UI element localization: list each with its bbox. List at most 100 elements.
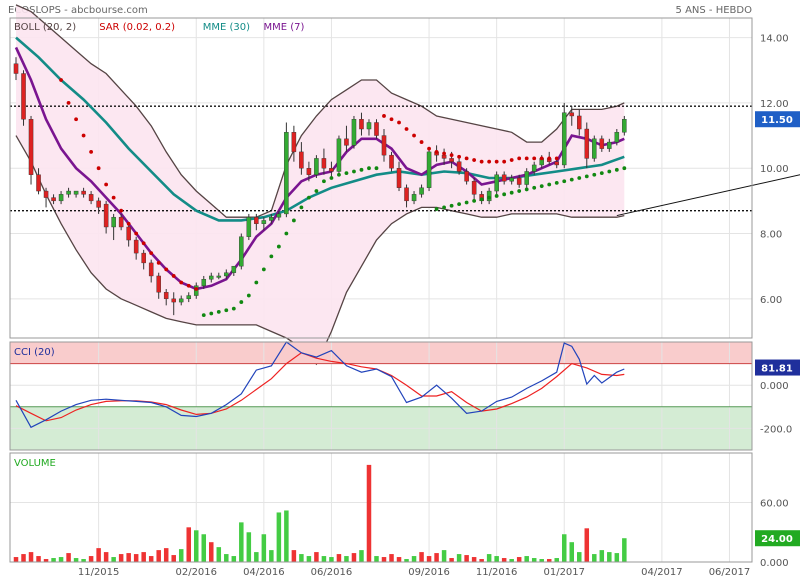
candle-6[interactable] — [58, 194, 64, 202]
volume-bar-81[interactable] — [622, 538, 627, 562]
candle-61[interactable] — [471, 181, 477, 195]
candle-12[interactable] — [103, 203, 109, 228]
candle-58[interactable] — [449, 158, 454, 162]
volume-bar-23[interactable] — [186, 527, 191, 562]
candle-59[interactable] — [456, 161, 462, 172]
volume-bar-7[interactable] — [66, 553, 71, 562]
volume-bar-46[interactable] — [359, 550, 364, 562]
volume-bar-12[interactable] — [103, 552, 109, 562]
volume-bar-65[interactable] — [501, 558, 507, 562]
volume-bar-24[interactable] — [193, 530, 199, 562]
volume-bar-17[interactable] — [141, 552, 146, 562]
candle-8[interactable] — [73, 190, 79, 195]
candle-60[interactable] — [464, 171, 469, 182]
volume-bar-64[interactable] — [494, 556, 499, 562]
candle-13[interactable] — [111, 216, 116, 228]
candle-27[interactable] — [216, 275, 222, 278]
candle-19[interactable] — [156, 275, 161, 293]
volume-bar-41[interactable] — [321, 556, 327, 562]
volume-bar-60[interactable] — [464, 555, 469, 562]
volume-bar-13[interactable] — [111, 557, 116, 562]
candle-44[interactable] — [344, 138, 349, 146]
volume-bar-74[interactable] — [569, 542, 575, 562]
candle-51[interactable] — [396, 168, 402, 188]
volume-bar-67[interactable] — [516, 557, 522, 562]
candle-49[interactable] — [381, 135, 387, 156]
candle-34[interactable] — [269, 216, 274, 221]
volume-bar-53[interactable] — [411, 556, 417, 562]
candle-2[interactable] — [28, 119, 34, 175]
volume-bar-31[interactable] — [246, 532, 252, 562]
candle-77[interactable] — [592, 138, 597, 159]
candle-0[interactable] — [13, 63, 19, 74]
volume-bar-51[interactable] — [396, 557, 402, 562]
volume-bar-27[interactable] — [216, 547, 222, 562]
candle-5[interactable] — [51, 197, 56, 202]
volume-bar-3[interactable] — [36, 556, 41, 562]
volume-bar-8[interactable] — [73, 558, 79, 562]
candle-14[interactable] — [118, 216, 124, 228]
volume-bar-2[interactable] — [28, 552, 34, 562]
volume-bar-1[interactable] — [21, 554, 26, 562]
candle-9[interactable] — [81, 190, 86, 195]
volume-bar-58[interactable] — [449, 558, 454, 562]
candle-26[interactable] — [209, 275, 214, 280]
volume-bar-61[interactable] — [471, 557, 477, 562]
candle-55[interactable] — [426, 151, 432, 188]
volume-bar-66[interactable] — [509, 559, 514, 562]
candle-29[interactable] — [231, 265, 237, 273]
candle-43[interactable] — [336, 138, 342, 172]
volume-bar-5[interactable] — [51, 558, 56, 562]
volume-bar-80[interactable] — [614, 553, 620, 562]
candle-7[interactable] — [66, 190, 71, 195]
volume-bar-25[interactable] — [201, 534, 207, 562]
volume-bar-69[interactable] — [531, 558, 537, 562]
candle-30[interactable] — [239, 236, 244, 267]
volume-bar-30[interactable] — [239, 522, 244, 562]
candle-17[interactable] — [141, 252, 146, 264]
candle-25[interactable] — [201, 279, 207, 286]
volume-bar-68[interactable] — [524, 556, 529, 562]
candle-4[interactable] — [43, 190, 49, 198]
candle-53[interactable] — [411, 194, 417, 202]
candle-21[interactable] — [171, 298, 176, 303]
volume-bar-20[interactable] — [163, 548, 169, 562]
volume-bar-56[interactable] — [434, 553, 439, 562]
volume-bar-29[interactable] — [231, 556, 237, 562]
candle-64[interactable] — [494, 174, 499, 192]
volume-panel[interactable]: 60.00 0.000 VOLUME 24.00 — [9, 452, 800, 569]
candle-52[interactable] — [404, 187, 409, 202]
volume-bar-76[interactable] — [584, 528, 590, 562]
candle-54[interactable] — [419, 187, 424, 195]
volume-bar-59[interactable] — [456, 554, 462, 562]
candle-16[interactable] — [133, 239, 139, 254]
volume-bar-79[interactable] — [607, 552, 612, 562]
volume-bar-71[interactable] — [546, 559, 552, 562]
volume-bar-40[interactable] — [314, 552, 319, 562]
volume-bar-45[interactable] — [351, 553, 357, 562]
cci-panel[interactable]: 0.000 -200.0 CCI (20) 81.81 — [9, 341, 800, 451]
candle-11[interactable] — [96, 200, 101, 208]
candle-33[interactable] — [261, 220, 267, 224]
volume-bar-4[interactable] — [43, 559, 49, 562]
candle-42[interactable] — [329, 168, 334, 172]
candle-39[interactable] — [306, 168, 312, 175]
candle-40[interactable] — [314, 158, 319, 175]
volume-bar-22[interactable] — [178, 549, 184, 562]
volume-bar-44[interactable] — [344, 556, 349, 562]
candle-65[interactable] — [501, 174, 507, 182]
volume-bar-78[interactable] — [599, 550, 605, 562]
volume-bar-50[interactable] — [389, 554, 394, 562]
candle-81[interactable] — [622, 119, 627, 133]
candle-74[interactable] — [569, 112, 575, 117]
candle-78[interactable] — [599, 138, 605, 149]
candle-75[interactable] — [577, 115, 582, 130]
volume-bar-36[interactable] — [284, 510, 289, 562]
candle-35[interactable] — [276, 213, 282, 218]
volume-bar-72[interactable] — [554, 558, 559, 562]
volume-bar-11[interactable] — [96, 548, 101, 562]
candle-37[interactable] — [291, 132, 297, 153]
candle-22[interactable] — [178, 298, 184, 303]
volume-bar-14[interactable] — [118, 554, 124, 562]
